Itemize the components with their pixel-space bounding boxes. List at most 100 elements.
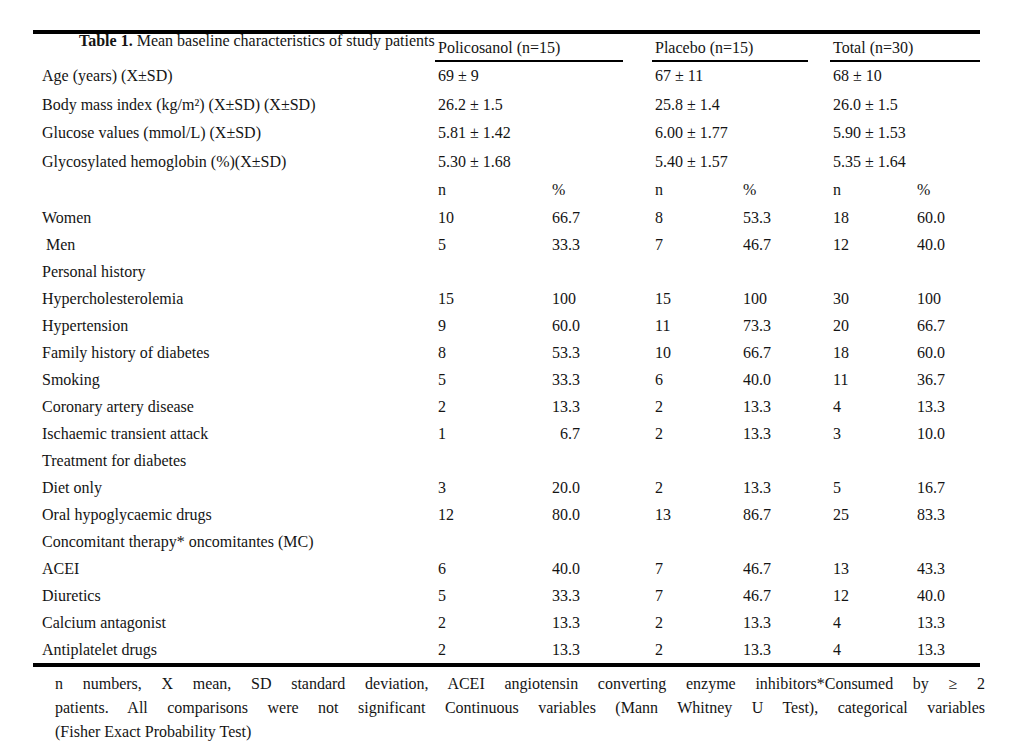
cell-value: 2 xyxy=(652,636,740,659)
cell-value: 9 xyxy=(435,312,549,335)
cell-value: 43.3 xyxy=(914,555,980,578)
table-row: Hypercholesterolemia151001510030100 xyxy=(33,285,980,312)
row-label: Body mass index (kg/m²) (X±SD) (X±SD) xyxy=(33,91,435,114)
cell-value: 66.7 xyxy=(914,312,980,335)
cell-value: 73.3 xyxy=(740,312,830,335)
cell-value: 40.0 xyxy=(549,555,652,578)
cell-value: 2 xyxy=(652,609,740,632)
row-label: Glycosylated hemoglobin (%)(X±SD) xyxy=(33,148,435,171)
section-label: Treatment for diabetes xyxy=(33,447,578,470)
subheader-cell: n xyxy=(435,176,549,199)
cell-value: 13.3 xyxy=(914,393,980,416)
row-label: Men xyxy=(33,231,435,254)
cell-value: 20.0 xyxy=(549,474,652,497)
cell-value: 36.7 xyxy=(914,366,980,389)
cell-value: 13.3 xyxy=(549,393,652,416)
cell-value: 68 ± 10 xyxy=(830,62,980,85)
table-section-row: Treatment for diabetes xyxy=(33,447,980,474)
cell-value: 25.8 ± 1.4 xyxy=(652,91,830,114)
cell-value: 8 xyxy=(652,204,740,227)
cell-value: 46.7 xyxy=(740,582,830,605)
baseline-characteristics-table: Policosanol (n=15)Placebo (n=15)Total (n… xyxy=(33,34,980,663)
cell-value: 5.35 ± 1.64 xyxy=(830,148,980,171)
cell-value: 13.3 xyxy=(740,636,830,659)
cell-value: 100 xyxy=(740,285,830,308)
row-label: Glucose values (mmol/L) (X±SD) xyxy=(33,119,435,142)
cell-value: 5.40 ± 1.57 xyxy=(652,148,830,171)
cell-value: 7 xyxy=(652,582,740,605)
bottom-rule xyxy=(33,663,980,667)
cell-value: 4 xyxy=(830,636,914,659)
row-label: Coronary artery disease xyxy=(33,393,435,416)
cell-value: 5 xyxy=(435,231,549,254)
cell-value: 33.3 xyxy=(549,366,652,389)
header-spacer xyxy=(33,34,435,38)
cell-value: 6.7 xyxy=(549,420,652,443)
header-underline xyxy=(830,60,980,62)
cell-value: 6 xyxy=(435,555,549,578)
cell-value: 60.0 xyxy=(549,312,652,335)
subheader-spacer xyxy=(33,176,435,180)
table-section-row: Personal history xyxy=(33,258,980,285)
cell-value: 3 xyxy=(830,420,914,443)
row-label: Calcium antagonist xyxy=(33,609,435,632)
cell-value: 5 xyxy=(435,366,549,389)
table-row: Diuretics533.3746.71240.0 xyxy=(33,582,980,609)
cell-value: 13.3 xyxy=(549,609,652,632)
row-label: ACEI xyxy=(33,555,435,578)
cell-value: 13.3 xyxy=(740,393,830,416)
cell-value: 2 xyxy=(435,636,549,659)
cell-value: 15 xyxy=(652,285,740,308)
table-row: Antiplatelet drugs213.3213.3413.3 xyxy=(33,636,980,663)
group-header: Placebo (n=15) xyxy=(652,34,830,62)
cell-value: 10 xyxy=(435,204,549,227)
table-row: Women1066.7853.31860.0 xyxy=(33,204,980,231)
cell-value: 40.0 xyxy=(914,582,980,605)
subheader-cell: % xyxy=(549,176,652,199)
cell-value: 60.0 xyxy=(914,339,980,362)
cell-value: 5.90 ± 1.53 xyxy=(830,119,980,142)
cell-value: 2 xyxy=(435,393,549,416)
row-label: Diuretics xyxy=(33,582,435,605)
table-row: Diet only320.0213.3516.7 xyxy=(33,474,980,501)
cell-value: 2 xyxy=(652,474,740,497)
cell-value: 18 xyxy=(830,204,914,227)
cell-value: 6.00 ± 1.77 xyxy=(652,119,830,142)
cell-value: 10 xyxy=(652,339,740,362)
footnote-line: (Fisher Exact Probability Test) xyxy=(55,720,985,744)
cell-value: 13.3 xyxy=(914,609,980,632)
cell-value: 4 xyxy=(830,393,914,416)
cell-value: 66.7 xyxy=(549,204,652,227)
cell-value: 11 xyxy=(830,366,914,389)
cell-value: 40.0 xyxy=(914,231,980,254)
table-row: Glycosylated hemoglobin (%)(X±SD)5.30 ± … xyxy=(33,148,980,177)
row-label: Hypertension xyxy=(33,312,435,335)
row-label: Age (years) (X±SD) xyxy=(33,62,435,85)
cell-value: 26.2 ± 1.5 xyxy=(435,91,652,114)
cell-value: 16.7 xyxy=(914,474,980,497)
cell-value: 15 xyxy=(435,285,549,308)
cell-value: 6 xyxy=(652,366,740,389)
table-row: Hypertension960.01173.32066.7 xyxy=(33,312,980,339)
subheader-cell: n xyxy=(830,176,914,199)
cell-value: 12 xyxy=(830,582,914,605)
cell-value: 11 xyxy=(652,312,740,335)
cell-value: 7 xyxy=(652,231,740,254)
cell-value: 26.0 ± 1.5 xyxy=(830,91,980,114)
cell-value: 13.3 xyxy=(914,636,980,659)
cell-value: 13.3 xyxy=(740,420,830,443)
cell-value: 33.3 xyxy=(549,582,652,605)
cell-value: 8 xyxy=(435,339,549,362)
cell-value: 2 xyxy=(652,393,740,416)
cell-value: 5 xyxy=(435,582,549,605)
cell-value: 46.7 xyxy=(740,231,830,254)
cell-value: 100 xyxy=(549,285,652,308)
table-row: Family history of diabetes853.31066.7186… xyxy=(33,339,980,366)
cell-value: 7 xyxy=(652,555,740,578)
footnote-line: patients. All comparisons were not signi… xyxy=(55,696,985,720)
header-underline xyxy=(652,60,808,62)
cell-value: 30 xyxy=(830,285,914,308)
table-row: Coronary artery disease213.3213.3413.3 xyxy=(33,393,980,420)
cell-value: 69 ± 9 xyxy=(435,62,652,85)
subheader-cell: % xyxy=(914,176,980,199)
